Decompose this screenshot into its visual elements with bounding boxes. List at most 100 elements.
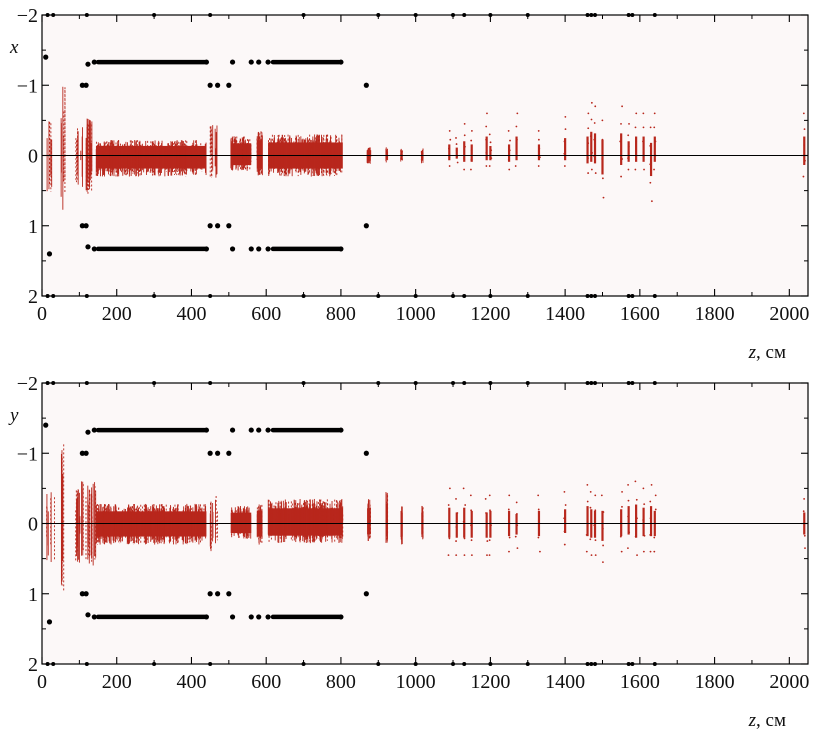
aperture-point — [79, 82, 85, 88]
trajectory-point — [620, 175, 622, 178]
x-tick-label: 1600 — [620, 671, 660, 693]
y-tick-label: 1 — [28, 216, 38, 238]
trajectory-point — [455, 137, 457, 139]
aperture-point — [91, 427, 97, 433]
x-tick-label: 2000 — [769, 671, 809, 693]
aperture-point — [83, 223, 89, 229]
trajectory-point — [563, 517, 566, 520]
aperture-point — [215, 82, 221, 88]
trajectory-point — [620, 520, 622, 523]
trajectory-point — [508, 494, 511, 497]
trajectory-point — [634, 535, 637, 538]
trajectory-point — [485, 151, 488, 154]
trajectory-point — [489, 509, 491, 512]
trajectory-point — [642, 112, 645, 115]
x-tick-label: 0 — [37, 671, 47, 693]
trajectory-point — [470, 139, 473, 142]
trajectory-point — [514, 535, 517, 538]
trajectory-point — [515, 512, 518, 515]
aperture-point — [265, 246, 271, 252]
aperture-point — [226, 591, 232, 597]
aperture-point — [207, 450, 213, 456]
trajectory-point — [602, 561, 604, 564]
trajectory-point — [456, 512, 459, 514]
aperture-point — [265, 59, 271, 65]
trajectory-point — [484, 498, 487, 500]
trajectory-point — [587, 172, 590, 174]
y-tick-labels-bottom: −2 −1 0 1 2 — [17, 373, 38, 676]
trajectory-point — [586, 517, 589, 520]
trajectory-point — [634, 126, 637, 129]
tick-marks-bottom — [41, 382, 808, 665]
aperture-point — [85, 244, 91, 250]
trajectory-layer-bottom — [46, 444, 806, 592]
trajectory-point — [448, 537, 451, 540]
trajectory-point — [803, 144, 806, 146]
trajectory-point — [804, 547, 806, 549]
trajectory-point — [471, 130, 473, 132]
trajectory-point — [537, 165, 540, 167]
aperture-point — [91, 246, 97, 252]
aperture-point — [226, 223, 232, 229]
aperture-point — [83, 450, 89, 456]
trajectory-point — [627, 168, 630, 171]
aperture-point — [207, 591, 213, 597]
trajectory-point — [586, 483, 589, 486]
trajectory-point — [463, 168, 466, 171]
trajectory-point — [464, 504, 467, 506]
y-tick-label: −1 — [17, 443, 38, 465]
trajectory-point — [627, 515, 629, 518]
aperture-point — [79, 591, 85, 597]
trajectory-point — [488, 133, 491, 136]
trajectory-point — [488, 539, 491, 542]
trajectory-point — [508, 149, 511, 152]
aperture-point — [363, 591, 369, 597]
trajectory-point — [621, 158, 624, 160]
x-axis-unit-bottom: , см — [756, 710, 786, 731]
trajectory-point — [585, 534, 588, 536]
trajectory-point — [602, 511, 605, 513]
trajectory-point — [619, 140, 622, 143]
trajectory-point — [449, 138, 452, 141]
trajectory-point — [514, 165, 517, 167]
aperture-layer-bottom — [43, 381, 657, 666]
trajectory-point — [455, 540, 457, 542]
trajectory-point — [620, 122, 622, 125]
trajectory-point — [620, 550, 623, 553]
trajectory-point — [649, 181, 652, 184]
trajectory-point — [649, 517, 652, 520]
trajectory-point — [802, 175, 805, 178]
trajectory-point — [654, 140, 657, 143]
tick-marks-top — [41, 14, 808, 297]
trajectory-point — [563, 152, 566, 155]
x-tick-label: 1600 — [620, 303, 660, 325]
x-axis-label-bottom: z, см — [748, 710, 786, 731]
trajectory-point — [593, 138, 596, 141]
trajectory-point — [564, 115, 567, 118]
trajectory-point — [589, 490, 592, 493]
trajectory-point — [804, 159, 806, 162]
trajectory-point — [653, 168, 655, 171]
trajectory-point — [490, 524, 492, 527]
trajectory-point — [470, 158, 473, 161]
trajectory-point — [485, 125, 488, 128]
trajectory-point — [589, 506, 592, 509]
trajectory-point — [602, 196, 605, 199]
x-tick-label: 2000 — [769, 303, 809, 325]
trajectory-point — [594, 539, 597, 542]
trajectory-point — [635, 112, 638, 115]
y-tick-label: 1 — [28, 584, 38, 606]
aperture-point — [363, 82, 369, 88]
aperture-point — [256, 246, 262, 252]
trajectory-point — [538, 147, 541, 150]
trajectory-point — [643, 168, 645, 171]
trajectory-point — [803, 534, 806, 537]
trajectory-point — [537, 138, 540, 141]
aperture-point — [203, 59, 210, 65]
aperture-point — [363, 450, 369, 456]
x-tick-label: 1400 — [545, 303, 585, 325]
trajectory-point — [600, 494, 603, 497]
trajectory-layer-top — [46, 86, 806, 210]
trajectory-point — [628, 122, 630, 125]
